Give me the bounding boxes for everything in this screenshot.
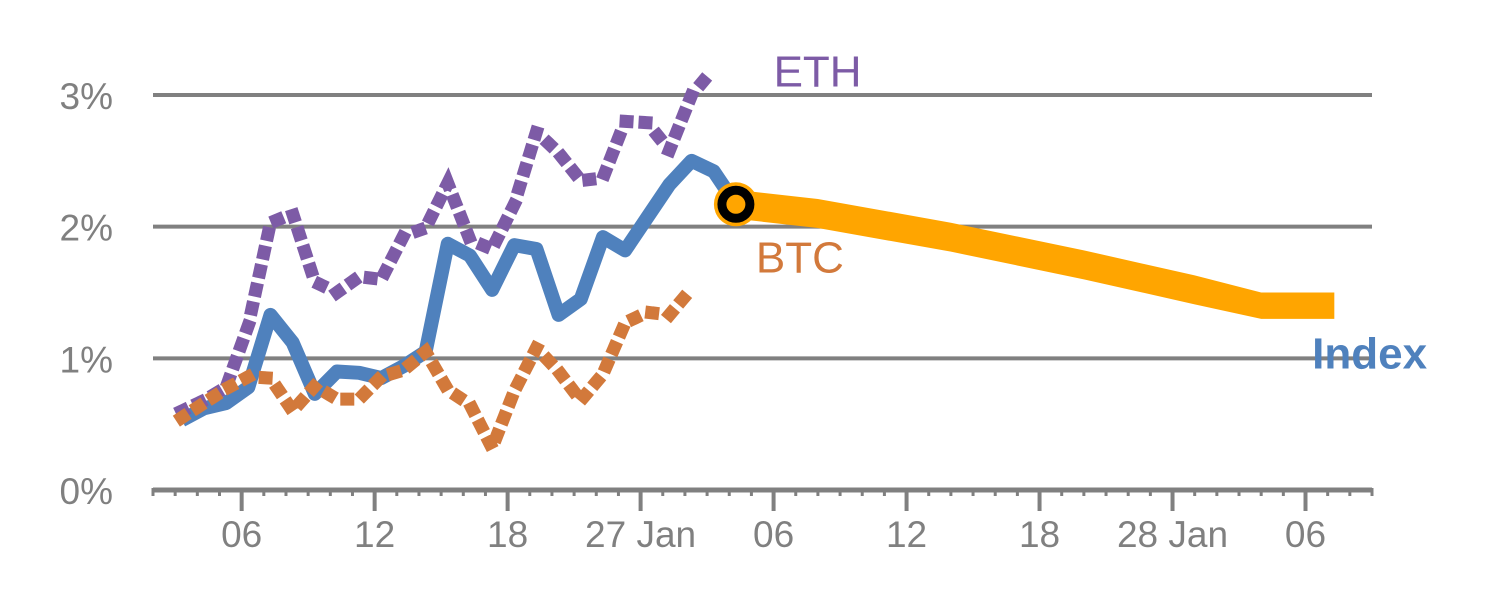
x-tick-label: 27 Jan <box>585 514 696 555</box>
x-tick-label: 12 <box>886 514 927 555</box>
series-label-btc: BTC <box>756 233 844 282</box>
x-tick-label: 18 <box>1019 514 1060 555</box>
y-tick-label: 1% <box>60 339 113 380</box>
series-line-btc <box>172 279 701 464</box>
series-lines <box>172 59 742 464</box>
current-value-marker <box>713 182 758 227</box>
x-tick-label: 06 <box>753 514 794 555</box>
series-annotations: ETH BTC Index <box>756 48 1428 379</box>
x-tick-label: 12 <box>354 514 395 555</box>
x-axis-tick-labels: 06 12 18 27 Jan 06 12 18 28 Jan 06 <box>221 514 1326 555</box>
series-line-index <box>178 153 742 427</box>
x-tick-label: 28 Jan <box>1117 514 1228 555</box>
y-tick-label: 0% <box>60 471 113 512</box>
x-axis <box>151 487 1374 511</box>
gridlines <box>153 93 1372 361</box>
series-line-eth <box>173 59 723 420</box>
x-tick-label: 06 <box>1285 514 1326 555</box>
series-label-eth: ETH <box>774 48 862 97</box>
y-tick-label: 2% <box>60 208 113 249</box>
x-tick-label: 18 <box>487 514 528 555</box>
marker-ring <box>717 185 755 223</box>
y-tick-label: 3% <box>60 76 113 117</box>
forecast-band-area <box>735 189 1335 319</box>
y-axis-tick-labels: 0% 1% 2% 3% <box>60 76 113 512</box>
x-tick-label: 06 <box>221 514 262 555</box>
forecast-band <box>735 189 1335 319</box>
series-label-index: Index <box>1312 329 1427 378</box>
